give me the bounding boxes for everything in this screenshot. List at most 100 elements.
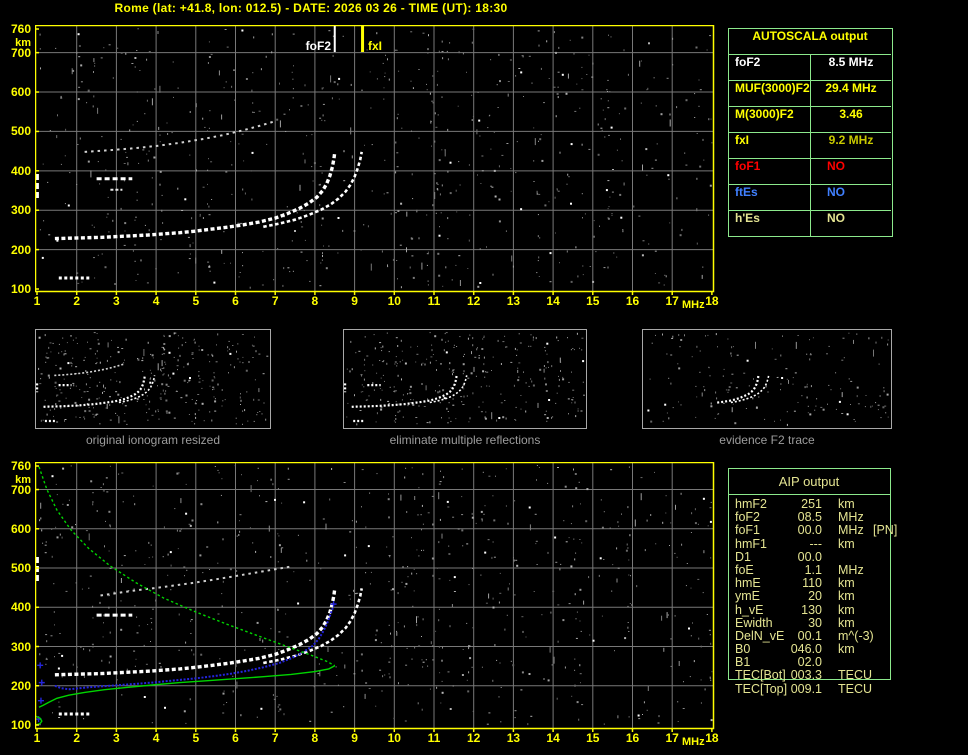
x-tick-label: 4 <box>152 731 160 745</box>
aip-value: --- <box>809 536 823 551</box>
aip-row-hmf1: hmF1 --- km <box>728 536 908 551</box>
x-tick-label: 7 <box>271 731 279 745</box>
f2-o-trace <box>54 151 337 241</box>
aip-unit: km <box>838 602 855 617</box>
aip-unit: MHz <box>838 562 864 577</box>
aip-param: DelN_vE <box>735 628 785 643</box>
y-tick-label: 300 <box>10 639 31 654</box>
ne-profile-topside <box>38 466 336 667</box>
x-tick-label: 10 <box>387 294 401 308</box>
aip-value: 003.3 <box>790 668 822 683</box>
aip-value: 20 <box>808 589 822 604</box>
x-tick-label: 16 <box>625 731 640 745</box>
f2-x-trace-mini <box>730 375 770 404</box>
aip-table-separator <box>728 494 891 495</box>
y-tick-label: 600 <box>10 85 31 100</box>
y-tick-label: 700 <box>10 482 31 497</box>
aip-row-foe: foE 1.1 MHz <box>728 562 908 577</box>
restored-points-blue <box>330 601 337 608</box>
aip-value: 00.1 <box>797 628 822 643</box>
aip-param: TEC[Bot] <box>735 668 786 683</box>
aip-value: 02.0 <box>797 655 822 670</box>
y-tick-label: 100 <box>10 281 31 296</box>
thumbnail-evidence-f2-trace <box>642 329 892 429</box>
fxi-marker-label: fxI <box>368 39 383 53</box>
x-tick-label: 11 <box>427 294 441 308</box>
bottom-plot-x-unit-label: MHz <box>682 736 705 748</box>
thumbnail-caption-f2trace: evidence F2 trace <box>719 433 815 447</box>
aip-value: 08.5 <box>797 510 822 525</box>
aip-row-ewidth: Ewidth 30 km <box>728 615 908 630</box>
ne-profile-bottomside <box>38 665 336 708</box>
x-tick-label: 14 <box>546 294 560 308</box>
f2-x-trace <box>263 151 363 229</box>
aip-value: 110 <box>802 576 822 591</box>
x-tick-label: 2 <box>73 731 81 745</box>
thumbnail-frame <box>35 329 271 429</box>
thumbnail-caption-reflections: eliminate multiple reflections <box>389 433 541 447</box>
x-tick-label: 5 <box>192 731 200 745</box>
x-tick-label: 8 <box>311 294 319 308</box>
thumbnail-frame <box>642 329 892 429</box>
y-tick-label: 400 <box>10 600 31 615</box>
thumbnail-caption-original: original ionogram resized <box>85 433 221 447</box>
aip-value: 130 <box>801 602 822 617</box>
top-plot-x-unit-label: MHz <box>682 299 705 311</box>
autoscala-value-ftes: NO <box>811 185 891 211</box>
restored-points-blue <box>37 697 44 704</box>
y-tick-label: 760 <box>10 459 31 473</box>
f2-x-trace-mini <box>429 375 468 404</box>
x-tick-label: 13 <box>506 731 521 745</box>
aip-param: h_vE <box>735 602 764 617</box>
x-tick-label: 8 <box>311 731 319 745</box>
aip-row-hve: h_vE 130 km <box>728 602 908 617</box>
x-tick-label: 11 <box>427 731 441 745</box>
aip-row-fof2: foF2 08.5 MHz <box>728 510 908 525</box>
y-tick-label: 400 <box>10 163 31 178</box>
aip-unit: TECU <box>838 668 873 683</box>
x-tick-label: 15 <box>586 731 600 745</box>
x-tick-label: 6 <box>232 731 239 745</box>
autoscala-param-fxi: fxI <box>729 133 811 159</box>
y-tick-label: 300 <box>10 203 31 218</box>
f2-x-trace <box>263 588 363 665</box>
ne-profile-e-layer <box>35 715 43 726</box>
x-tick-label: 12 <box>467 294 481 308</box>
y-tick-label: 100 <box>10 717 31 732</box>
aip-value: 046.0 <box>790 642 822 657</box>
aip-param: B0 <box>735 642 751 657</box>
aip-row-yme: ymE 20 km <box>728 589 908 604</box>
aip-table-header: AIP output <box>778 474 840 489</box>
profile-ionogram-plot <box>35 462 715 732</box>
aip-param: TEC[Top] <box>735 681 788 696</box>
aip-unit: MHz <box>838 510 864 525</box>
autoscala-param-muf3000f2: MUF(3000)F2 <box>729 81 811 107</box>
x-tick-label: 18 <box>705 294 719 308</box>
aip-param: Ewidth <box>735 615 773 630</box>
x-tick-label: 2 <box>73 294 81 308</box>
autoscala-param-m3000f2: M(3000)F2 <box>729 107 811 133</box>
aip-value: 00.0 <box>797 549 822 564</box>
x-tick-label: 12 <box>467 731 481 745</box>
autoscala-value-m3000f2: 3.46 <box>811 107 891 133</box>
f2-o-trace-mini <box>43 375 146 408</box>
aip-row-b0: B0 046.0 km <box>728 642 908 657</box>
aip-unit: km <box>838 536 855 551</box>
aip-param: foE <box>735 562 754 577</box>
fof2-marker-label: foF2 <box>305 39 331 53</box>
scaled-ionogram-plot <box>35 25 715 295</box>
aip-value: 251 <box>801 497 822 511</box>
autoscala-param-fof2: foF2 <box>729 55 811 81</box>
y-tick-label: 600 <box>10 521 31 536</box>
second-hop-echo <box>84 120 276 153</box>
aip-unit: km <box>838 576 855 591</box>
x-tick-label: 17 <box>665 294 679 308</box>
thumbnail-frame <box>343 329 587 429</box>
aip-param: foF1 <box>735 523 761 538</box>
aip-row-fof1: foF1 00.0 MHz [PN] <box>728 523 908 538</box>
x-tick-label: 18 <box>705 731 719 745</box>
aip-unit: m^(-3) <box>838 628 874 643</box>
aip-param: hmF1 <box>735 536 767 551</box>
aip-param: ymE <box>735 589 760 604</box>
x-tick-label: 15 <box>586 294 600 308</box>
